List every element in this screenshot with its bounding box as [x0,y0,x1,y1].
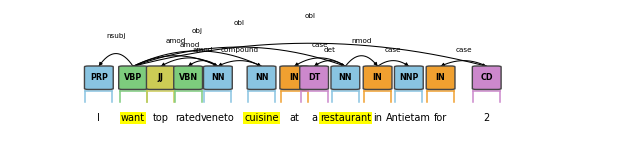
Text: IN: IN [436,73,445,82]
Text: nsubj: nsubj [106,33,125,39]
FancyBboxPatch shape [364,66,392,89]
Text: nmod: nmod [351,38,372,44]
Text: rated: rated [175,113,201,123]
FancyBboxPatch shape [472,66,501,89]
Text: top: top [153,113,169,123]
Text: NN: NN [339,73,352,82]
FancyBboxPatch shape [147,66,175,89]
FancyBboxPatch shape [173,66,202,89]
Text: obl: obl [234,20,244,26]
Text: amod: amod [193,47,213,53]
Text: VBP: VBP [124,73,142,82]
Text: obl: obl [305,13,316,19]
Text: Antietam: Antietam [387,113,431,123]
Text: a: a [311,113,317,123]
Text: PRP: PRP [90,73,108,82]
FancyBboxPatch shape [204,66,232,89]
Text: amod: amod [165,38,186,44]
FancyBboxPatch shape [426,66,455,89]
Text: want: want [121,113,145,123]
Text: DT: DT [308,73,320,82]
FancyBboxPatch shape [331,66,360,89]
Text: for: for [434,113,447,123]
Text: VBN: VBN [179,73,198,82]
FancyBboxPatch shape [280,66,308,89]
FancyBboxPatch shape [300,66,328,89]
Text: case: case [312,42,328,48]
Text: in: in [373,113,382,123]
FancyBboxPatch shape [394,66,423,89]
Text: I: I [97,113,100,123]
Text: JJ: JJ [158,73,164,82]
Text: at: at [289,113,300,123]
Text: cuisine: cuisine [244,113,279,123]
Text: compound: compound [221,47,259,53]
Text: restaurant: restaurant [320,113,371,123]
Text: amod: amod [179,42,200,48]
Text: CD: CD [481,73,493,82]
Text: det: det [324,47,336,53]
Text: IN: IN [289,73,299,82]
FancyBboxPatch shape [84,66,113,89]
FancyBboxPatch shape [247,66,276,89]
Text: IN: IN [372,73,383,82]
FancyBboxPatch shape [118,66,147,89]
Text: case: case [455,47,472,53]
Text: obj: obj [192,28,203,34]
Text: veneto: veneto [201,113,235,123]
Text: 2: 2 [484,113,490,123]
Text: NNP: NNP [399,73,419,82]
Text: NN: NN [211,73,225,82]
Text: NN: NN [255,73,268,82]
Text: case: case [385,47,401,53]
